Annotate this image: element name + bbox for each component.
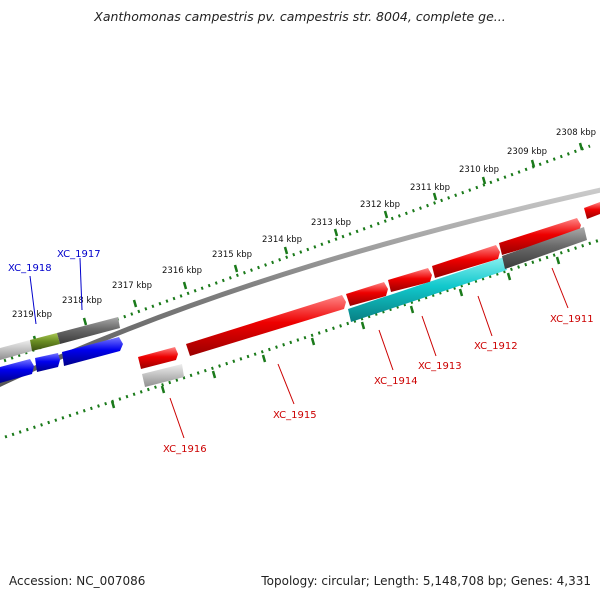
gene-red-arrow[interactable] (432, 245, 500, 278)
gene-red-arrow[interactable] (499, 218, 581, 255)
feature-grey-right[interactable] (502, 227, 587, 269)
feature-cyan[interactable] (348, 257, 507, 322)
scale-label: 2313 kbp (311, 218, 351, 228)
scale-label: 2308 kbp (556, 128, 596, 138)
gene-label-XC_1913[interactable]: XC_1913 (418, 361, 462, 372)
gene-label-XC_1918[interactable]: XC_1918 (8, 263, 52, 274)
accession-text: Accession: NC_007086 (9, 574, 146, 588)
gene-red-arrow[interactable] (346, 282, 388, 306)
gene-XC_1915-arrow[interactable] (186, 295, 346, 356)
gene-red-small-arrow[interactable] (138, 347, 178, 369)
gene-label-XC_1915[interactable]: XC_1915 (273, 410, 317, 421)
gene-XC_1918-arrow[interactable] (0, 359, 34, 383)
gene-label-XC_1912[interactable]: XC_1912 (474, 341, 518, 352)
leader-lines (29, 257, 569, 439)
feature-XC_1916[interactable] (142, 364, 184, 387)
outer-major-ticks (32, 142, 584, 344)
scale-label: 2314 kbp (262, 235, 302, 245)
gene-red-arrow[interactable] (388, 268, 432, 292)
scale-label: 2317 kbp (112, 281, 152, 291)
feature-grey-left (57, 317, 120, 344)
gene-XC_1917-arrow[interactable] (35, 353, 60, 372)
scale-labels: 2308 kbp 2309 kbp 2310 kbp 2311 kbp 2312… (12, 128, 596, 320)
scale-label: 2316 kbp (162, 266, 202, 276)
inner-major-ticks (110, 256, 561, 409)
gene-label-XC_1917[interactable]: XC_1917 (57, 249, 101, 260)
feature-olive (30, 333, 60, 351)
gene-blue-arrow[interactable] (62, 337, 123, 366)
gene-label-XC_1916[interactable]: XC_1916 (163, 444, 207, 455)
feature-light-grey-left (0, 340, 32, 360)
gene-label-XC_1911[interactable]: XC_1911 (550, 314, 594, 325)
scale-label: 2310 kbp (459, 165, 499, 175)
scale-label: 2315 kbp (212, 250, 252, 260)
scale-label: 2309 kbp (507, 147, 547, 157)
scale-label: 2311 kbp (410, 183, 450, 193)
map-title: Xanthomonas campestris pv. campestris st… (94, 9, 506, 24)
genome-summary-text: Topology: circular; Length: 5,148,708 bp… (261, 574, 591, 588)
scale-label: 2312 kbp (360, 200, 400, 210)
gene-red-arrow-edge[interactable] (584, 202, 600, 219)
gene-label-XC_1914[interactable]: XC_1914 (374, 376, 418, 387)
gene-labels: XC_1918 XC_1917 XC_1916 XC_1915 XC_1914 … (8, 249, 594, 455)
scale-label: 2319 kbp (12, 310, 52, 320)
